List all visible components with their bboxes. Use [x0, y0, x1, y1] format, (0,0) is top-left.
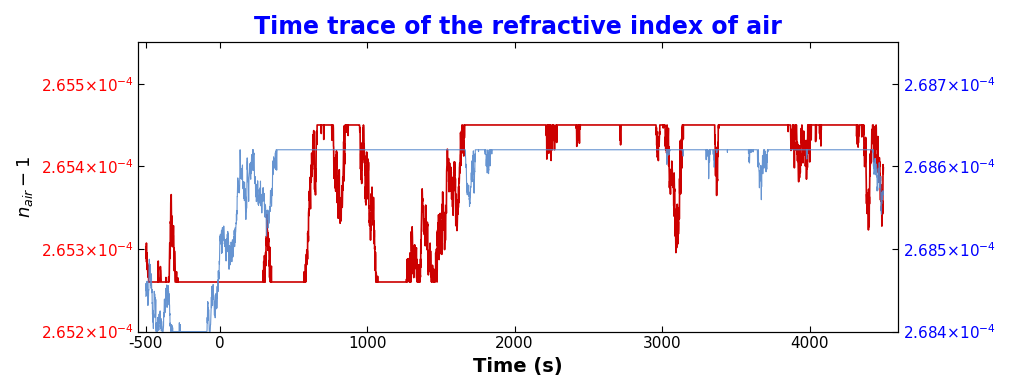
Title: Time trace of the refractive index of air: Time trace of the refractive index of ai…: [255, 15, 783, 39]
Y-axis label: $n_{air}-1$: $n_{air}-1$: [15, 156, 35, 218]
X-axis label: Time (s): Time (s): [473, 357, 563, 376]
